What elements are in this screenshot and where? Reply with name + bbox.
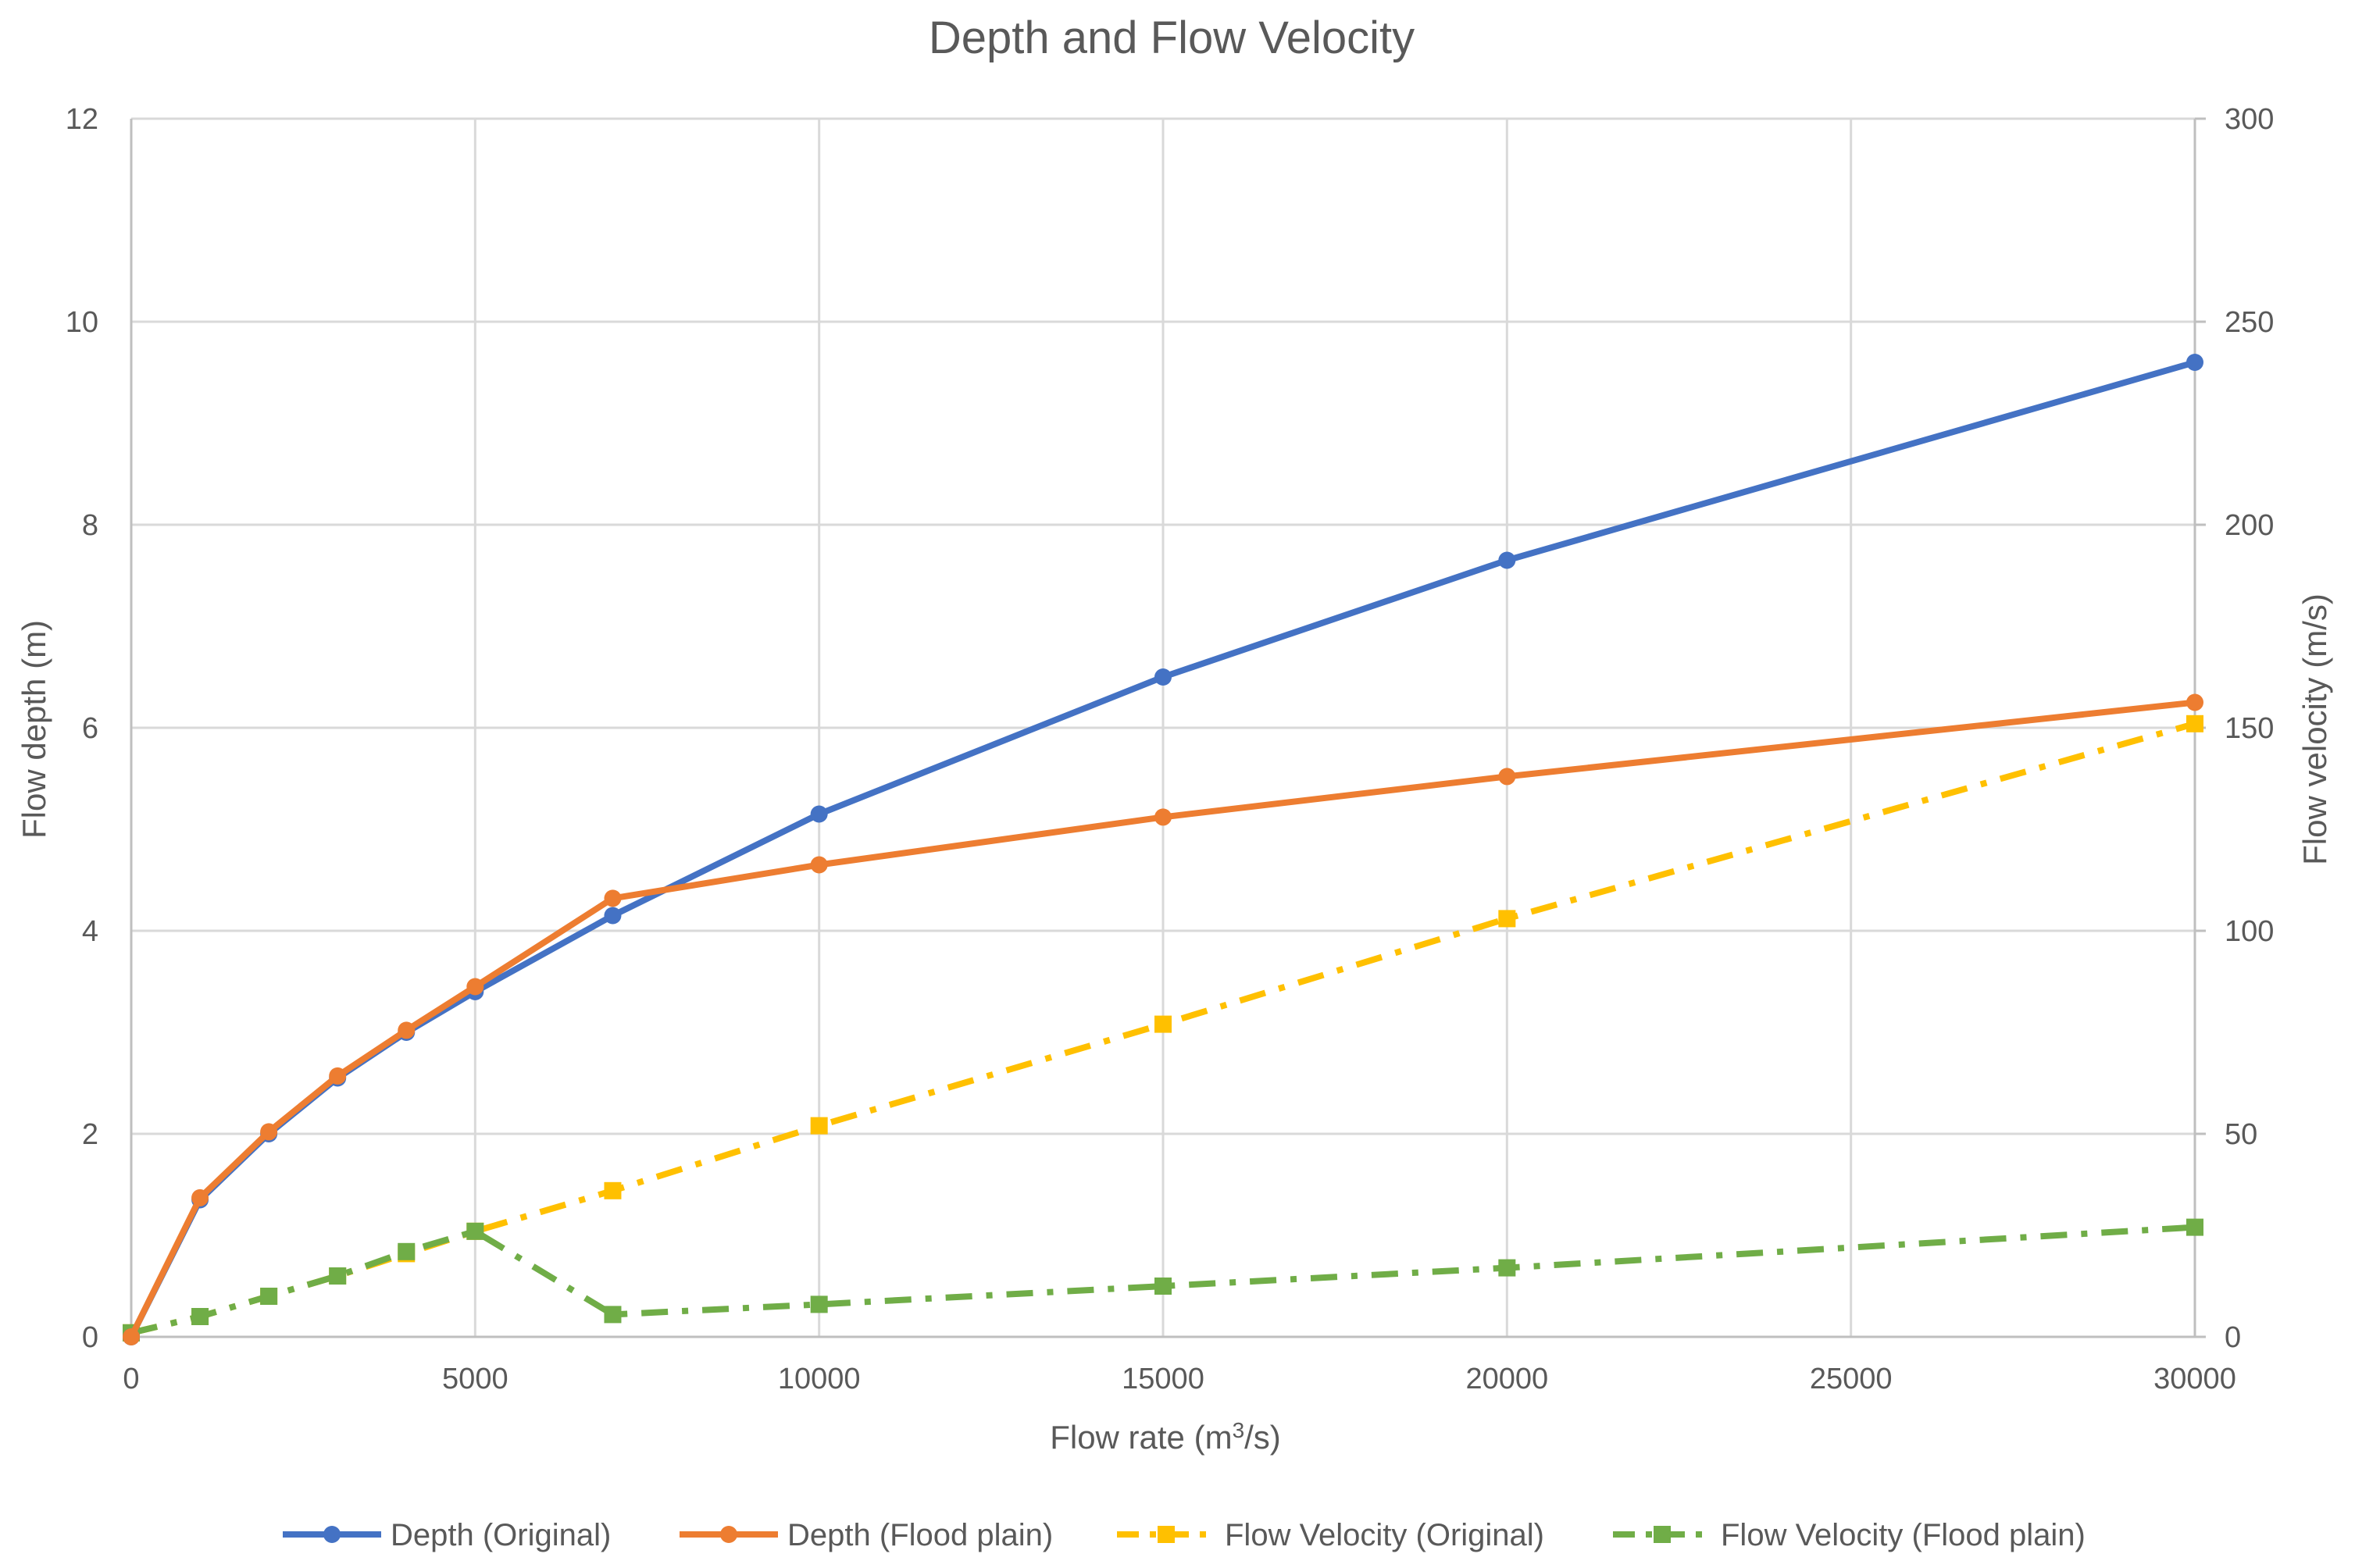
data-point — [810, 1295, 828, 1313]
data-point — [1498, 1259, 1516, 1277]
legend-label: Depth (Original) — [391, 1518, 611, 1552]
legend-marker — [1654, 1526, 1671, 1543]
x-tick-label: 10000 — [778, 1363, 861, 1395]
data-point — [1154, 668, 1172, 686]
data-point — [329, 1267, 347, 1285]
data-point — [466, 978, 484, 996]
x-tick-label: 5000 — [442, 1363, 508, 1395]
data-point — [1154, 1015, 1172, 1033]
data-point — [2186, 715, 2203, 732]
data-point — [1154, 1278, 1172, 1295]
y-left-tick-label: 12 — [66, 103, 98, 136]
legend-item-flow-velocity-original: Flow Velocity (Original) — [1117, 1518, 1544, 1552]
x-tick-label: 0 — [123, 1363, 139, 1395]
legend-label: Flow Velocity (Original) — [1225, 1518, 1544, 1552]
y-left-tick-label: 4 — [82, 915, 98, 948]
plot-area — [123, 354, 2203, 1345]
y-right-tick-label: 150 — [2225, 712, 2274, 745]
data-point — [466, 1222, 484, 1240]
y-right-tick-label: 50 — [2225, 1118, 2257, 1151]
chart-title: Depth and Flow Velocity — [929, 12, 1415, 63]
y-left-tick-label: 0 — [82, 1321, 98, 1354]
data-point — [604, 1181, 622, 1199]
series-flow-velocity-flood-plain — [123, 1218, 2203, 1342]
data-point — [810, 1117, 828, 1135]
y-right-tick-label: 100 — [2225, 915, 2274, 948]
legend-marker — [720, 1526, 737, 1543]
tick-labels: 0 2 4 6 8 10 12 0 50 100 150 200 250 300 0 5000 10000 150… — [66, 103, 2275, 1395]
y-right-tick-label: 250 — [2225, 306, 2274, 339]
data-point — [604, 1306, 622, 1324]
legend-item-depth-flood-plain: Depth (Flood plain) — [680, 1518, 1053, 1552]
data-point — [191, 1308, 209, 1325]
x-tick-label: 20000 — [1465, 1363, 1548, 1395]
data-point — [398, 1021, 416, 1039]
data-point — [1498, 551, 1516, 569]
data-point — [1498, 768, 1516, 786]
y-axis-left-title: Flow depth (m) — [16, 620, 52, 839]
data-point — [191, 1188, 209, 1206]
data-point — [1498, 910, 1516, 928]
series-depth-flood-plain — [123, 693, 2203, 1345]
y-left-tick-label: 6 — [82, 712, 98, 745]
grid — [130, 117, 2196, 1338]
x-tick-label: 30000 — [2153, 1363, 2236, 1395]
x-tick-label: 25000 — [1810, 1363, 1893, 1395]
legend-marker — [1158, 1526, 1175, 1543]
y-left-tick-label: 2 — [82, 1118, 98, 1151]
data-point — [398, 1242, 416, 1260]
legend-label: Flow Velocity (Flood plain) — [1721, 1518, 2086, 1552]
legend-item-flow-velocity-flood-plain: Flow Velocity (Flood plain) — [1613, 1518, 2086, 1552]
data-point — [329, 1067, 347, 1085]
y-right-tick-label: 0 — [2225, 1321, 2241, 1354]
data-point — [260, 1123, 278, 1141]
data-point — [604, 889, 622, 907]
legend-marker — [323, 1526, 341, 1543]
y-right-tick-label: 300 — [2225, 103, 2274, 136]
x-tick-label: 15000 — [1122, 1363, 1204, 1395]
data-point — [810, 856, 828, 874]
data-point — [2186, 693, 2203, 711]
y-left-tick-label: 10 — [66, 306, 98, 339]
legend-label: Depth (Flood plain) — [787, 1518, 1053, 1552]
legend-item-depth-original: Depth (Original) — [283, 1518, 611, 1552]
data-point — [604, 907, 622, 925]
data-point — [2186, 1218, 2203, 1236]
data-point — [1154, 808, 1172, 826]
data-point — [123, 1328, 140, 1345]
data-point — [2186, 354, 2203, 371]
x-axis-title: Flow rate (m3/s) — [1050, 1418, 1281, 1456]
data-point — [260, 1288, 278, 1305]
y-left-tick-label: 8 — [82, 509, 98, 542]
y-right-tick-label: 200 — [2225, 509, 2274, 542]
data-point — [810, 805, 828, 823]
legend: Depth (Original) Depth (Flood plain) Flow … — [283, 1518, 2086, 1552]
y-axis-right-title: Flow velocity (m/s) — [2296, 593, 2333, 865]
